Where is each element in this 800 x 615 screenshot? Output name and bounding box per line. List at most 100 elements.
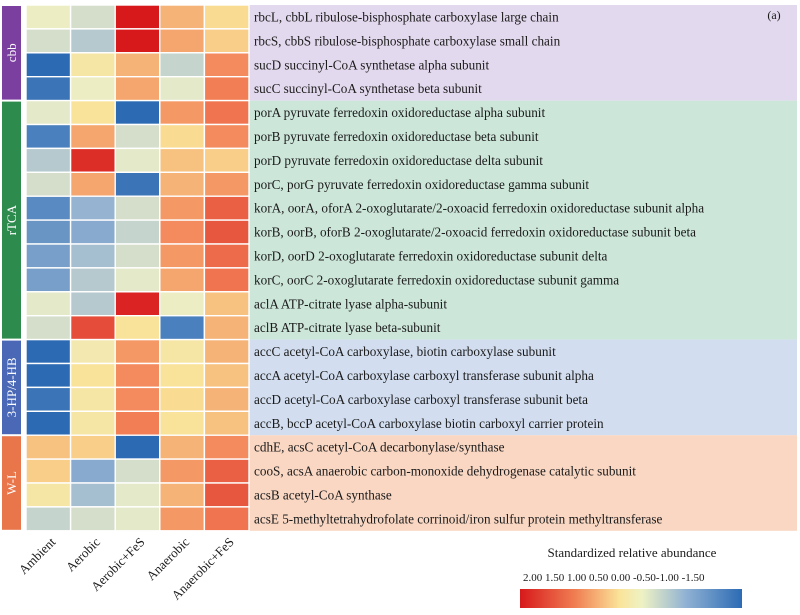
gene-label: korD, oorD 2-oxoglutarate ferredoxin oxi… xyxy=(254,248,608,263)
heatmap-cell xyxy=(159,99,206,126)
gene-label: korA, oorA, oforA 2-oxoglutarate/2-oxoac… xyxy=(254,201,704,216)
gene-label: porC, porG pyruvate ferredoxin oxidoredu… xyxy=(254,177,589,192)
heatmap-cell xyxy=(203,52,250,78)
heatmap-cells xyxy=(25,4,250,532)
heatmap-cell xyxy=(69,4,116,30)
heatmap-cell xyxy=(159,4,206,30)
heatmap-cell xyxy=(114,52,161,78)
heatmap-cell xyxy=(25,243,72,269)
heatmap-cell xyxy=(203,506,250,532)
heatmap-cell xyxy=(25,99,72,126)
heatmap-cell xyxy=(25,362,72,389)
gene-label: acsB acetyl-CoA synthase xyxy=(254,487,392,502)
gene-label: accB, bccP acetyl-CoA carboxylase biotin… xyxy=(254,416,604,431)
gene-label: korC, oorC 2-oxoglutarate ferredoxin oxi… xyxy=(254,272,619,287)
heatmap-cell xyxy=(25,52,72,78)
heatmap-cell xyxy=(25,386,72,412)
heatmap-cell xyxy=(159,52,206,78)
heatmap-cell xyxy=(69,171,116,197)
heatmap-cell xyxy=(203,434,250,460)
heatmap-cell xyxy=(69,123,116,150)
heatmap-cell xyxy=(69,458,116,484)
heatmap-cell xyxy=(203,315,250,341)
heatmap-cell xyxy=(203,482,250,508)
gene-label: porB pyruvate ferredoxin oxidoreductase … xyxy=(254,129,539,144)
heatmap-cell xyxy=(69,362,116,389)
heatmap-cell xyxy=(203,243,250,269)
heatmap-cell xyxy=(69,243,116,269)
heatmap-cell xyxy=(25,410,72,436)
heatmap-cell xyxy=(159,410,206,436)
gene-label: porD pyruvate ferredoxin oxidoreductase … xyxy=(254,153,543,168)
heatmap-cell xyxy=(114,386,161,412)
heatmap-cell xyxy=(69,52,116,78)
group-band-rtca xyxy=(248,100,797,340)
gene-label: accA acetyl-CoA carboxylase carboxyl tra… xyxy=(254,368,594,383)
heatmap-cell xyxy=(159,338,206,365)
heatmap-cell xyxy=(25,338,72,365)
gene-label: sucD succinyl-CoA synthetase alpha subun… xyxy=(254,57,489,72)
heatmap-cell xyxy=(114,362,161,389)
heatmap-cell xyxy=(203,291,250,317)
group-tab-rtca xyxy=(2,101,21,339)
gene-label: korB, oorB, oforB 2-oxoglutarate/2-oxoac… xyxy=(254,225,696,240)
heatmap-cell xyxy=(203,195,250,221)
heatmap-cell xyxy=(203,458,250,484)
heatmap-cell xyxy=(114,171,161,197)
heatmap-cell xyxy=(69,506,116,532)
heatmap-cell xyxy=(69,434,116,460)
heatmap-cell xyxy=(25,75,72,102)
heatmap-cell xyxy=(69,386,116,412)
heatmap-cell xyxy=(159,315,206,341)
heatmap-cell xyxy=(25,147,72,173)
heatmap-cell xyxy=(203,171,250,197)
heatmap-cell xyxy=(159,195,206,221)
heatmap-cell xyxy=(69,195,116,221)
gene-labels: rbcL, cbbL ribulose-bisphosphate carboxy… xyxy=(254,9,704,526)
gene-label: accD acetyl-CoA carboxylase carboxyl tra… xyxy=(254,392,588,407)
heatmap-cell xyxy=(114,434,161,460)
heatmap-cell xyxy=(69,219,116,245)
column-label: Aerobic xyxy=(63,534,103,574)
group-band-3-hp-4-hb xyxy=(248,339,797,436)
heatmap-cell xyxy=(114,99,161,126)
heatmap-cell xyxy=(203,99,250,126)
heatmap-cell xyxy=(114,267,161,293)
heatmap-cell xyxy=(25,482,72,508)
heatmap-cell xyxy=(203,123,250,150)
heatmap-cell xyxy=(159,482,206,508)
heatmap-cell xyxy=(25,315,72,341)
group-label-w-l: W-L xyxy=(4,471,19,495)
gene-label: rbcL, cbbL ribulose-bisphosphate carboxy… xyxy=(254,9,559,24)
gene-label: accC acetyl-CoA carboxylase, biotin carb… xyxy=(254,344,556,359)
heatmap-cell xyxy=(69,267,116,293)
heatmap-cell xyxy=(203,410,250,436)
heatmap-cell xyxy=(114,506,161,532)
group-label-3-hp-4-hb: 3-HP/4-HB xyxy=(4,357,19,417)
heatmap-cell xyxy=(203,219,250,245)
heatmap-cell xyxy=(25,267,72,293)
heatmap-cell xyxy=(114,291,161,317)
heatmap-cell xyxy=(114,123,161,150)
gene-label: acsE 5-methyltetrahydrofolate corrinoid/… xyxy=(254,511,662,526)
heatmap-cell xyxy=(203,4,250,30)
column-labels: Ambient AerobicAerobic+FeSAnaerobicAnaero… xyxy=(16,534,237,603)
heatmap-cell xyxy=(159,267,206,293)
heatmap-cell xyxy=(114,28,161,54)
heatmap-cell xyxy=(203,147,250,173)
heatmap-cell xyxy=(25,458,72,484)
heatmap-cell xyxy=(203,362,250,389)
legend-tick-labels: 2.00 1.50 1.00 0.50 0.00 -0.50-1.00 -1.5… xyxy=(523,572,705,584)
heatmap-cell xyxy=(25,219,72,245)
heatmap-cell xyxy=(203,28,250,54)
heatmap-cell xyxy=(114,482,161,508)
heatmap-cell xyxy=(114,315,161,341)
heatmap-cell xyxy=(159,171,206,197)
heatmap-cell xyxy=(69,291,116,317)
heatmap-cell xyxy=(159,243,206,269)
heatmap-cell xyxy=(69,147,116,173)
heatmap-cell xyxy=(25,28,72,54)
heatmap-cell xyxy=(114,410,161,436)
group-tab-w-l xyxy=(2,436,21,530)
heatmap-cell xyxy=(203,267,250,293)
